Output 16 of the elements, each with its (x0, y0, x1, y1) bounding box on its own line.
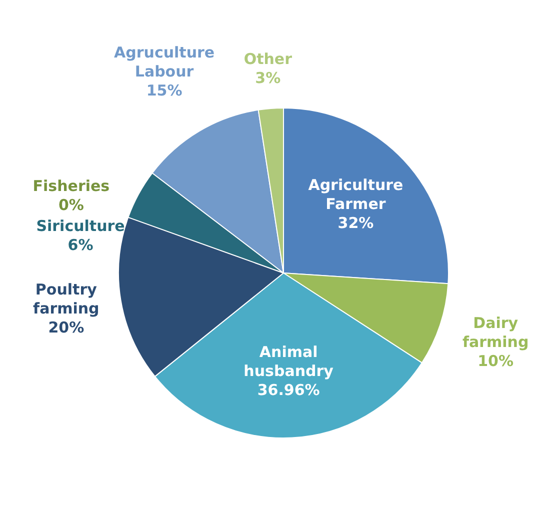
slice-label: Agriculture Farmer (308, 176, 404, 214)
slice-label: Other (244, 50, 293, 68)
data-label: 32% (338, 214, 374, 232)
slice-label: Agruculture Labour (114, 43, 215, 80)
slice-label: Dairy farming (462, 314, 529, 352)
data-label: 3% (255, 69, 281, 88)
slice-label: Poultry farming (33, 280, 100, 318)
text: 0% (58, 196, 84, 214)
slice-label: Animal husbandry (244, 342, 334, 380)
category-label: Fisheries (32, 177, 110, 196)
data-label: 20% (48, 318, 84, 336)
data-label: 10% (478, 352, 514, 370)
data-label: 15% (146, 81, 182, 100)
slice-label: Siriculture (36, 217, 125, 236)
data-label: 36.96% (257, 380, 320, 399)
data-label: 6% (68, 236, 94, 254)
